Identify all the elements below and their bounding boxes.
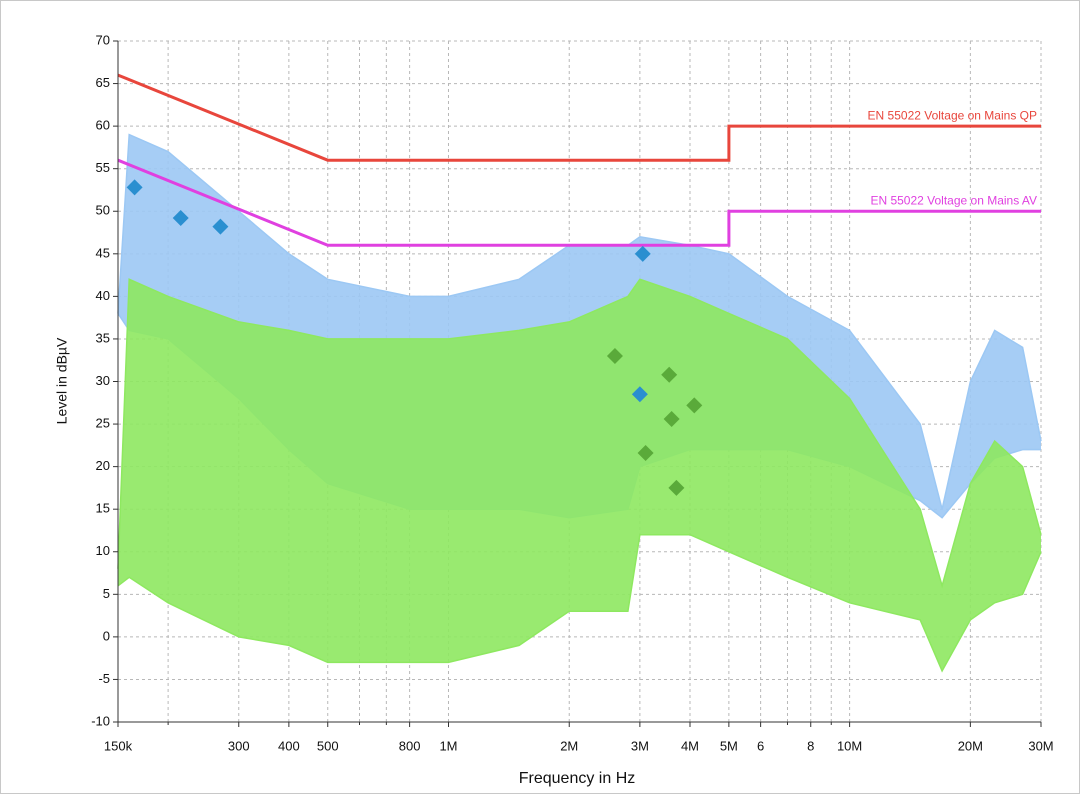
limit-lines: EN 55022 Voltage on Mains QP EN 55022 Vol… — [117, 73, 1041, 247]
x-tick-label: 300 — [228, 738, 250, 753]
marker — [212, 218, 229, 235]
x-tick-label: 2M — [560, 738, 578, 753]
y-tick-label: 30 — [96, 373, 110, 388]
x-tick-label: 10M — [837, 738, 862, 753]
y-tick-label: 0 — [103, 628, 110, 643]
x-axis-label: Frequency in Hz — [519, 770, 636, 787]
spectrum-peak — [117, 133, 1042, 510]
y-tick-label: 5 — [103, 586, 110, 601]
x-tick-label: 400 — [278, 738, 300, 753]
y-tick-label: -10 — [91, 713, 110, 728]
y-tick-label: -5 — [98, 671, 110, 686]
marker — [606, 347, 623, 364]
limit-line — [117, 158, 1041, 247]
markers — [126, 179, 703, 496]
y-tick-label: 40 — [96, 288, 110, 303]
marker — [663, 410, 680, 427]
y-axis-label: Level in dBµV — [54, 337, 70, 424]
y-tick-label: 55 — [96, 160, 110, 175]
y-tick-label: 45 — [96, 245, 110, 260]
marker — [634, 245, 651, 262]
limit-line — [117, 73, 1041, 162]
axes: -10 -5 0 5 10 15 20 25 30 35 40 45 50 55 60 65 70 150k 300… — [91, 32, 1053, 753]
y-tick-label: 70 — [96, 32, 110, 47]
x-tick-label: 3M — [631, 738, 649, 753]
x-tick-label: 6 — [757, 738, 764, 753]
x-tick-label: 4M — [681, 738, 699, 753]
spectrum-peak — [117, 278, 1042, 589]
x-tick-label: 500 — [317, 738, 339, 753]
y-tick-label: 20 — [96, 458, 110, 473]
spectrum-floor — [117, 533, 1042, 673]
marker — [661, 366, 678, 383]
y-tick-label: 10 — [96, 543, 110, 558]
marker — [686, 397, 703, 414]
y-tick-label: 50 — [96, 203, 110, 218]
marker — [126, 179, 143, 196]
y-tick-label: 25 — [96, 416, 110, 431]
x-tick-label: 800 — [399, 738, 421, 753]
y-tick-label: 65 — [96, 75, 110, 90]
x-tick-label: 150k — [104, 738, 133, 753]
limit-label: EN 55022 Voltage on Mains AV — [870, 193, 1037, 207]
marker — [172, 210, 189, 227]
y-tick-label: 15 — [96, 501, 110, 516]
x-tick-label: 8 — [807, 738, 814, 753]
marker — [637, 445, 654, 462]
x-tick-label: 1M — [439, 738, 457, 753]
x-tick-label: 30M — [1028, 738, 1053, 753]
spectra — [117, 133, 1042, 673]
y-tick-label: 60 — [96, 118, 110, 133]
x-tick-label: 5M — [720, 738, 738, 753]
marker — [631, 386, 648, 403]
x-tick-label: 20M — [958, 738, 983, 753]
limit-label: EN 55022 Voltage on Mains QP — [868, 108, 1037, 122]
spectrum-fill — [118, 279, 1041, 671]
y-tick-label: 35 — [96, 330, 110, 345]
marker — [668, 479, 685, 496]
